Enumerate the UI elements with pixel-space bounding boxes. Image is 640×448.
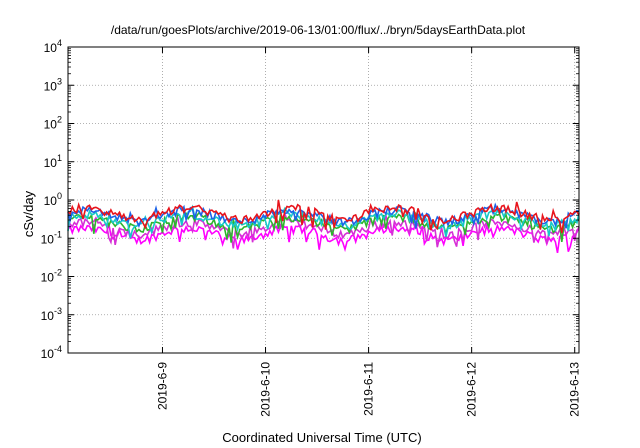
y-tick-label: 10-1 bbox=[41, 229, 62, 246]
x-tick-label: 2019-6-10 bbox=[259, 362, 273, 417]
chart-title: /data/run/goesPlots/archive/2019-06-13/0… bbox=[111, 23, 526, 37]
y-tick-label: 10-2 bbox=[41, 268, 62, 285]
y-tick-label: 103 bbox=[44, 76, 62, 93]
y-axis: 10-4 10-3 10-2 10-1 100 101 102 103 104 bbox=[41, 38, 579, 361]
y-tick-label: 10-4 bbox=[41, 344, 62, 361]
x-tick-label: 2019-6-11 bbox=[362, 362, 376, 416]
x-tick-label: 2019-6-9 bbox=[155, 362, 169, 410]
series-line bbox=[67, 211, 580, 243]
x-axis-label: Coordinated Universal Time (UTC) bbox=[222, 430, 421, 445]
series-layer bbox=[67, 199, 580, 254]
x-tick-label: 2019-6-12 bbox=[465, 362, 479, 417]
y-tick-label: 100 bbox=[44, 191, 62, 208]
y-tick-label: 101 bbox=[44, 153, 62, 170]
y-axis-label: cSv/day bbox=[21, 190, 36, 237]
x-axis: 2019-6-9 2019-6-10 2019-6-11 2019-6-12 2019-… bbox=[155, 47, 582, 417]
y-tick-label: 102 bbox=[44, 115, 62, 132]
y-tick-label: 10-3 bbox=[41, 306, 62, 323]
y-tick-label: 104 bbox=[44, 38, 62, 55]
grid-lines bbox=[68, 47, 579, 353]
series-line bbox=[67, 199, 580, 234]
x-tick-label: 2019-6-13 bbox=[568, 362, 582, 417]
series-line bbox=[67, 219, 580, 254]
